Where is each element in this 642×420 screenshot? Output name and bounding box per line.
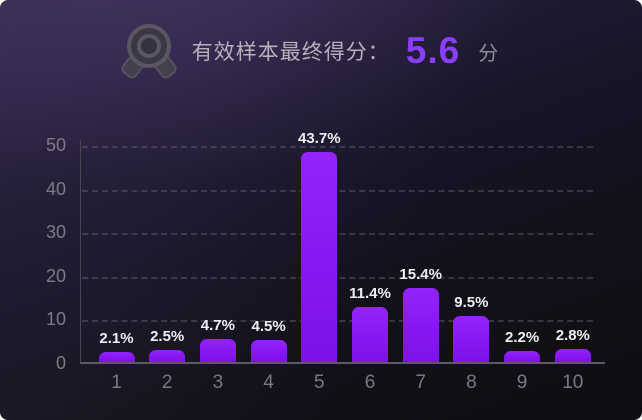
bar-score-1 <box>98 351 135 362</box>
bar-value-label-6: 11.4% <box>349 285 391 303</box>
x-axis-tick-10: 10 <box>562 372 584 393</box>
bar-value-label-8: 9.5% <box>454 294 489 312</box>
y-axis-tick-40: 40 <box>45 178 66 199</box>
bar-score-5 <box>301 152 338 362</box>
bar-value-label-1: 2.1% <box>99 329 134 347</box>
x-axis-tick-9: 9 <box>516 372 528 393</box>
bar-chart: 0 10 20 30 40 50 2.1% 1 2.5% 2 4.7% 3 4.5% 4 43.7% 5 11.… <box>46 130 605 393</box>
bar-score-8 <box>453 316 490 362</box>
bar-value-label-4: 4.5% <box>251 318 286 336</box>
gridline-40 <box>82 189 593 192</box>
gridline-10 <box>82 320 593 323</box>
score-unit: 分 <box>478 42 499 65</box>
bar-value-label-10: 2.8% <box>555 326 590 344</box>
bar-value-label-7: 15.4% <box>399 266 442 284</box>
bar-score-10 <box>554 348 591 362</box>
bar-value-label-9: 2.2% <box>504 329 540 347</box>
y-axis-tick-30: 30 <box>45 222 66 243</box>
x-axis-tick-4: 4 <box>263 372 274 393</box>
x-axis-tick-3: 3 <box>212 372 224 393</box>
bar-score-6 <box>352 307 388 362</box>
bar-score-4 <box>250 340 287 362</box>
bar-value-label-3: 4.7% <box>200 317 235 335</box>
y-axis-tick-50: 50 <box>45 135 66 156</box>
x-axis-tick-2: 2 <box>161 372 173 393</box>
x-axis-tick-8: 8 <box>466 372 477 393</box>
bar-score-7 <box>402 288 439 362</box>
bar-score-2 <box>149 350 186 362</box>
x-axis-tick-6: 6 <box>364 372 376 393</box>
bar-value-label-5: 43.7% <box>298 130 341 148</box>
medal-icon <box>121 24 177 79</box>
bar-score-3 <box>199 339 236 362</box>
header: 有效样本最终得分： 5.6 分 <box>0 18 618 84</box>
y-axis-tick-10: 10 <box>45 309 66 330</box>
gridline-50 <box>82 146 593 148</box>
x-axis-tick-5: 5 <box>314 372 325 393</box>
x-axis-tick-7: 7 <box>415 372 426 393</box>
gridline-20 <box>82 276 593 279</box>
y-axis-tick-20: 20 <box>45 265 66 286</box>
score-value: 5.6 <box>405 30 461 71</box>
y-axis-tick-0: 0 <box>55 353 66 374</box>
x-axis-tick-1: 1 <box>111 372 122 393</box>
bar-score-9 <box>504 351 541 362</box>
score-label: 有效样本最终得分： <box>191 41 390 64</box>
gridline-30 <box>82 233 593 236</box>
bar-value-label-2: 2.5% <box>150 328 185 345</box>
